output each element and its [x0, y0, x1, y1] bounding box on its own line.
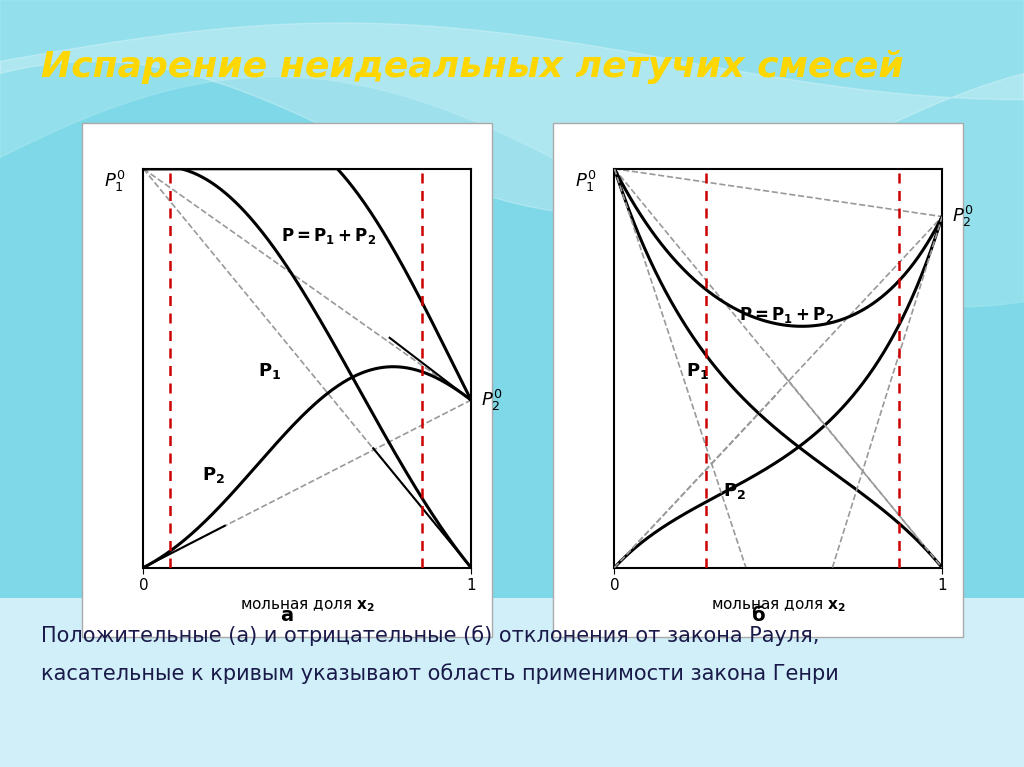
Text: а: а: [281, 606, 293, 625]
Text: $P_1^0$: $P_1^0$: [104, 169, 125, 194]
Text: б: б: [751, 606, 765, 625]
X-axis label: мольная доля $\mathbf{x_2}$: мольная доля $\mathbf{x_2}$: [711, 598, 846, 614]
FancyBboxPatch shape: [0, 598, 1024, 767]
Text: $\mathbf{P=P_1+P_2}$: $\mathbf{P=P_1+P_2}$: [281, 225, 376, 245]
Text: $\mathbf{P=P_1+P_2}$: $\mathbf{P=P_1+P_2}$: [739, 305, 835, 325]
Text: Положительные (а) и отрицательные (б) отклонения от закона Рауля,: Положительные (а) и отрицательные (б) от…: [41, 625, 819, 646]
Text: $\mathbf{P_1}$: $\mathbf{P_1}$: [258, 361, 282, 381]
X-axis label: мольная доля $\mathbf{x_2}$: мольная доля $\mathbf{x_2}$: [240, 598, 375, 614]
Text: $P_1^0$: $P_1^0$: [575, 169, 596, 194]
Text: $\mathbf{P_2}$: $\mathbf{P_2}$: [203, 465, 225, 485]
Text: касательные к кривым указывают область применимости закона Генри: касательные к кривым указывают область п…: [41, 663, 839, 684]
Text: $P_2^0$: $P_2^0$: [481, 387, 502, 413]
Text: $\mathbf{P_2}$: $\mathbf{P_2}$: [723, 481, 745, 501]
Text: Испарение неидеальных летучих смесей: Испарение неидеальных летучих смесей: [41, 50, 904, 84]
Text: $P_2^0$: $P_2^0$: [952, 204, 973, 229]
Text: $\mathbf{P_1}$: $\mathbf{P_1}$: [686, 361, 710, 381]
